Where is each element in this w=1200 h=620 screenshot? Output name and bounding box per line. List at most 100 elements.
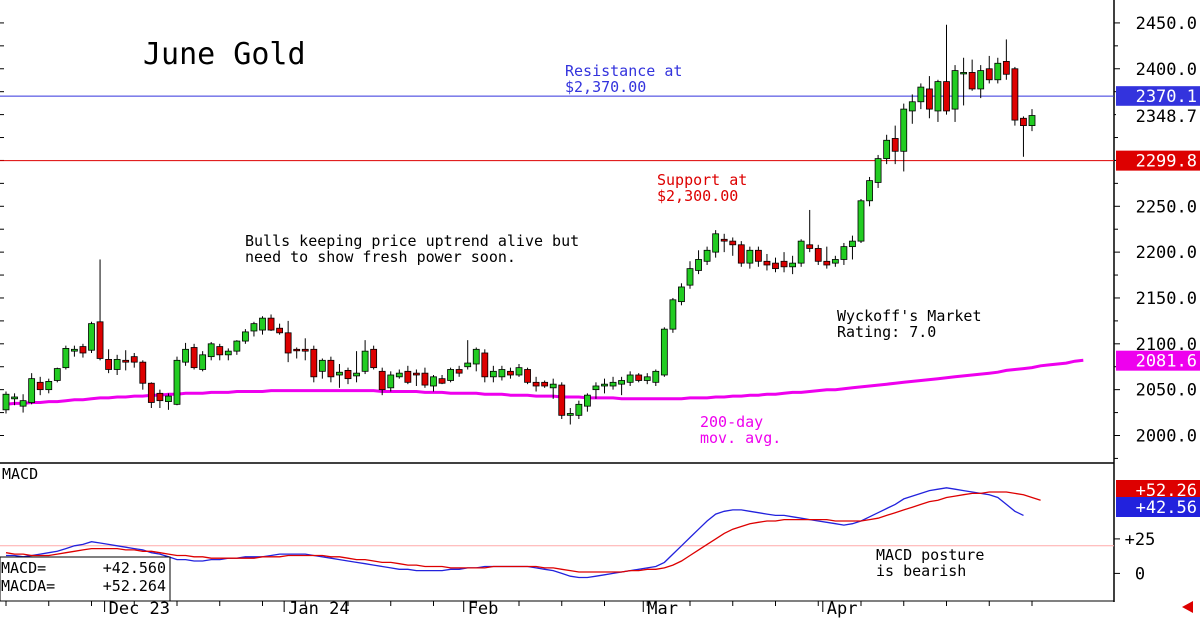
candle xyxy=(190,343,198,370)
candle-body-up xyxy=(165,395,172,402)
candle xyxy=(293,347,301,359)
candle-body-down xyxy=(190,347,198,369)
candle xyxy=(1011,66,1019,126)
candle-body-down xyxy=(276,327,284,334)
candle-body-down xyxy=(79,346,87,354)
candle-body-up xyxy=(883,139,891,160)
candle xyxy=(182,342,189,366)
candle xyxy=(814,244,822,265)
candle-body-up xyxy=(592,385,600,391)
candle-body-up xyxy=(259,317,266,331)
candle-body-up xyxy=(62,347,70,369)
candle xyxy=(652,369,660,386)
candle-body-down xyxy=(438,378,446,384)
candle xyxy=(635,373,643,383)
candle xyxy=(532,376,540,392)
candle xyxy=(430,374,437,392)
candle xyxy=(917,83,925,110)
candle-body-down xyxy=(267,317,275,331)
candle xyxy=(122,350,130,371)
candle-body-down xyxy=(130,356,138,363)
candle-body-up xyxy=(53,368,61,381)
candle-body-up xyxy=(712,233,720,253)
candle xyxy=(943,24,950,115)
bulls-annotation-line1: Bulls keeping price uptrend alive but xyxy=(245,232,579,250)
support-badge-label: 2299.8 xyxy=(1136,152,1197,172)
candle xyxy=(113,354,121,375)
candle-body-up xyxy=(746,249,754,264)
candle xyxy=(199,351,207,372)
macd-badge-bg xyxy=(1116,497,1200,517)
bulls-annotation-line2: need to show fresh power soon. xyxy=(245,248,516,266)
candle-body-up xyxy=(857,200,865,242)
candle xyxy=(678,283,685,306)
candle-body-up xyxy=(994,62,1002,81)
candle xyxy=(233,340,241,355)
candle xyxy=(241,329,249,344)
candle xyxy=(592,382,600,399)
candle-body-up xyxy=(395,372,403,378)
candle-body-down xyxy=(968,72,976,90)
ma-badge-bg xyxy=(1116,350,1200,371)
candle xyxy=(267,314,275,331)
candle xyxy=(327,356,335,383)
candle xyxy=(1002,39,1010,80)
candle xyxy=(874,154,882,188)
candle-body-down xyxy=(96,321,104,359)
candle xyxy=(806,209,814,253)
candle-body-down xyxy=(823,260,831,266)
candle xyxy=(79,343,87,358)
candle-body-up xyxy=(789,262,796,268)
candle xyxy=(746,246,754,269)
candle-body-down xyxy=(216,346,224,356)
candle xyxy=(926,76,933,119)
candle xyxy=(310,345,318,383)
candle xyxy=(857,198,865,243)
candle xyxy=(994,57,1002,84)
macd-annotation-line1: MACD posture xyxy=(876,546,984,564)
candle xyxy=(524,367,531,385)
candle-body-down xyxy=(1011,68,1019,121)
candle-body-up xyxy=(250,323,258,332)
candle-body-down xyxy=(310,348,318,378)
scroll-left-icon[interactable] xyxy=(1182,601,1193,613)
price-tick-label: 2150.0 xyxy=(1136,289,1197,309)
candle xyxy=(412,369,420,386)
macd-tick-label: 0 xyxy=(1135,564,1145,584)
candle xyxy=(686,261,694,289)
candle-body-down xyxy=(293,348,301,352)
x-tick-label: Feb xyxy=(468,599,499,619)
ma-annotation-line1: 200-day xyxy=(700,413,763,431)
candle-body-down xyxy=(421,372,429,386)
candle xyxy=(737,241,745,267)
candle-body-up xyxy=(609,381,617,387)
candle xyxy=(19,394,27,413)
candle xyxy=(481,349,489,383)
candle xyxy=(11,393,18,406)
candle xyxy=(250,321,258,337)
resistance-badge-label: 2370.1 xyxy=(1136,87,1197,107)
candle-body-up xyxy=(224,350,232,356)
candle xyxy=(130,352,138,368)
x-axis: Dec 23 Jan 24 Feb Mar Apr xyxy=(5,599,1033,619)
candle xyxy=(1028,109,1036,132)
candle-body-down xyxy=(105,358,112,370)
resistance-badge-bg xyxy=(1116,86,1200,107)
candle-body-up xyxy=(447,369,455,381)
candle-body-down xyxy=(156,392,164,402)
candle xyxy=(780,252,788,273)
candle xyxy=(472,347,480,372)
candle-body-down xyxy=(147,382,155,403)
candle xyxy=(703,246,711,265)
candle xyxy=(626,371,634,386)
candle-body-down xyxy=(729,240,737,246)
macd-layer: +25 0 xyxy=(0,487,1155,584)
candle-body-up xyxy=(361,350,369,372)
candle-body-up xyxy=(917,86,925,103)
candle-body-down xyxy=(36,381,44,391)
candle-body-up xyxy=(207,343,215,358)
candle-body-down xyxy=(755,249,762,262)
candle xyxy=(165,393,172,410)
candle-body-down xyxy=(1002,61,1010,75)
